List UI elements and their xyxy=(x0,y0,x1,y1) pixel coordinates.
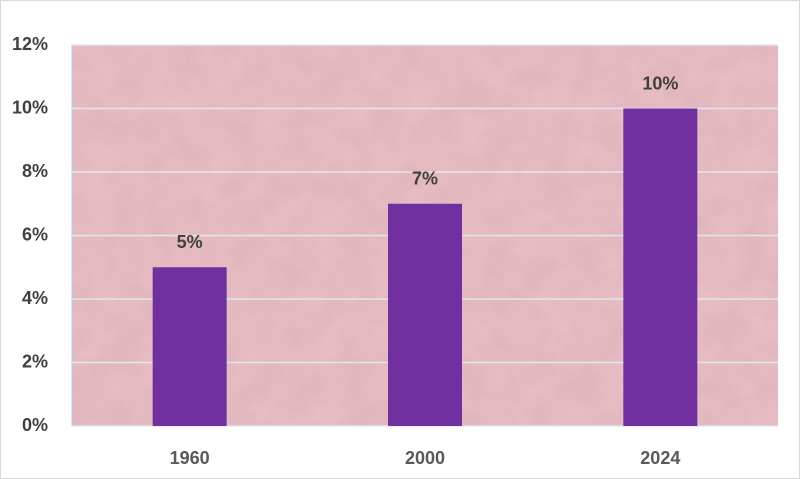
x-tick-label: 2024 xyxy=(640,448,680,468)
bar xyxy=(388,203,462,426)
y-tick-label: 10% xyxy=(12,97,48,117)
y-tick-label: 8% xyxy=(22,161,48,181)
y-tick-label: 12% xyxy=(12,34,48,54)
value-label: 7% xyxy=(412,169,438,189)
y-tick-label: 4% xyxy=(22,288,48,308)
value-label: 5% xyxy=(177,232,203,252)
bar xyxy=(623,108,698,426)
y-tick-label: 6% xyxy=(22,224,48,244)
y-tick-label: 2% xyxy=(22,351,48,371)
y-tick-label: 0% xyxy=(22,415,48,435)
x-tick-label: 1960 xyxy=(170,448,210,468)
bar xyxy=(152,267,227,426)
value-label: 10% xyxy=(642,73,678,93)
x-tick-label: 2000 xyxy=(405,448,445,468)
